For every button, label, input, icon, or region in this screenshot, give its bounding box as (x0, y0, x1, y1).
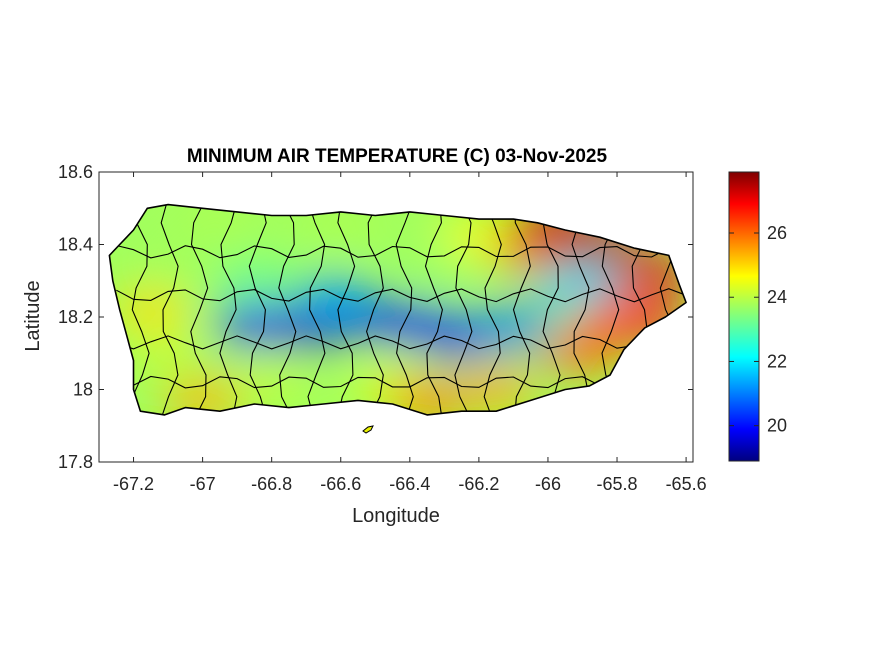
municipality-boundary (278, 204, 297, 415)
y-tick-label: 18.6 (58, 162, 93, 182)
municipality-boundary (366, 204, 384, 415)
temperature-sample (473, 305, 554, 350)
colorbar-ticks: 20 22 24 26 (729, 223, 787, 436)
x-tick-label: -66.2 (458, 474, 499, 494)
municipality-boundary (116, 335, 687, 350)
x-tick-label: -67 (190, 474, 216, 494)
x-tick-label: -66.6 (320, 474, 361, 494)
municipality-boundary (190, 204, 209, 415)
y-axis: 17.8 18 18.2 18.4 18.6 (58, 162, 693, 472)
x-tick-label: -65.6 (666, 474, 707, 494)
temperature-sample (110, 287, 191, 332)
island-outline (108, 203, 687, 416)
municipality-boundary (219, 204, 238, 415)
y-axis-label: Latitude (22, 280, 44, 351)
temperature-sample (231, 356, 312, 401)
municipality-boundary (395, 204, 414, 415)
colorbar-tick-label: 22 (767, 351, 787, 371)
x-tick-label: -67.2 (113, 474, 154, 494)
municipality-boundary (424, 204, 443, 415)
y-tick-label: 18.4 (58, 235, 93, 255)
colorbar (728, 171, 760, 462)
x-tick-label: -66.8 (251, 474, 292, 494)
x-tick-label: -66 (535, 474, 561, 494)
municipality-boundary (248, 204, 268, 415)
municipality-boundary (116, 288, 687, 303)
y-tick-label: 18.2 (58, 307, 93, 327)
map-title: MINIMUM AIR TEMPERATURE (C) 03-Nov-2025 (187, 146, 608, 167)
temperature-sample (293, 276, 374, 321)
y-tick-label: 18 (73, 380, 93, 400)
municipality-boundary (454, 204, 473, 415)
municipality-boundary (116, 375, 687, 389)
x-tick-label: -66.4 (389, 474, 430, 494)
municipality-boundary (116, 244, 687, 259)
temperature-sample (145, 240, 226, 285)
temperature-sample (128, 331, 209, 376)
colorbar-tick-label: 20 (767, 416, 787, 436)
x-axis: -67.2 -67 -66.8 -66.6 -66.4 -66.2 -66 -65.8 -65.… (113, 172, 707, 494)
colorbar-tick-label: 26 (767, 223, 787, 243)
y-tick-label: 17.8 (58, 452, 93, 472)
x-tick-label: -65.8 (597, 474, 638, 494)
colorbar-tick-label: 24 (767, 287, 787, 307)
municipality-boundary (571, 204, 590, 415)
x-axis-label: Longitude (352, 505, 440, 527)
caja-de-muertos-islet (362, 425, 374, 434)
temperature-sample (542, 331, 623, 376)
